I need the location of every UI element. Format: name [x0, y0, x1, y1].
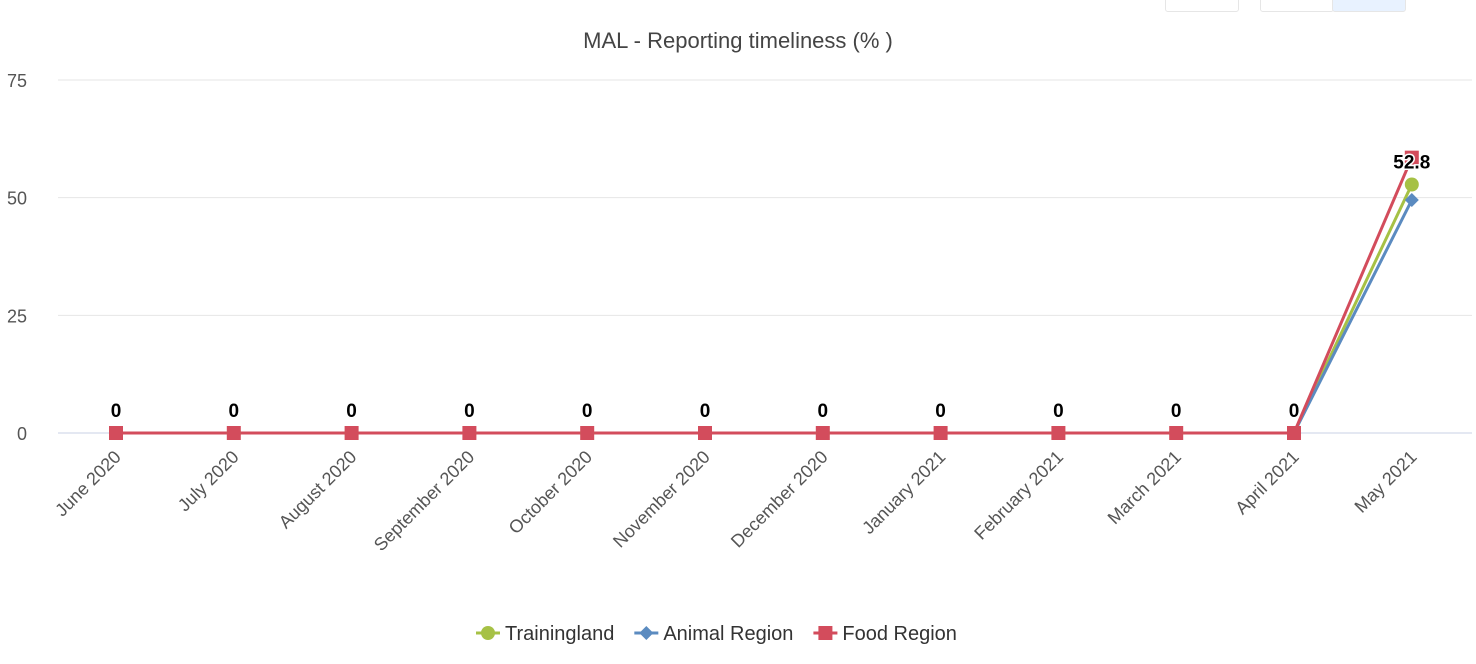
y-tick-label: 50	[7, 189, 27, 209]
data-point[interactable]	[344, 426, 359, 440]
legend: Trainingland Animal Region Food Region	[476, 623, 957, 645]
grid-lines	[58, 79, 1472, 434]
data-point[interactable]	[462, 426, 477, 440]
data-point[interactable]	[1404, 150, 1419, 165]
x-tick-label: April 2021	[1231, 447, 1302, 518]
legend-label: Animal Region	[663, 623, 793, 645]
x-tick-label: October 2020	[505, 447, 596, 538]
data-label: 0	[818, 401, 829, 422]
x-tick-label: September 2020	[370, 447, 478, 555]
toolbar-button-active[interactable]	[1332, 0, 1406, 12]
x-tick-label: December 2020	[727, 447, 832, 552]
x-tick-label: November 2020	[609, 447, 714, 552]
data-point[interactable]	[109, 426, 123, 440]
data-label: 0	[582, 401, 593, 422]
legend-item[interactable]: Food Region	[813, 623, 957, 645]
data-point[interactable]	[226, 426, 241, 440]
data-point[interactable]	[933, 426, 948, 440]
x-tick-label: March 2021	[1104, 447, 1185, 528]
data-point[interactable]	[580, 426, 595, 440]
series-line	[116, 199, 1414, 435]
data-point[interactable]	[698, 426, 712, 440]
x-tick-label: May 2021	[1351, 447, 1421, 517]
data-point[interactable]	[1404, 193, 1419, 208]
data-label: 0	[1289, 401, 1300, 422]
data-label: 0	[935, 401, 946, 422]
x-tick-label: January 2021	[858, 447, 949, 538]
legend-item[interactable]: Animal Region	[634, 623, 793, 645]
series-group	[109, 150, 1419, 440]
toolbar-button[interactable]	[1260, 0, 1334, 12]
toolbar-button[interactable]	[1165, 0, 1239, 12]
data-label: 52.8	[1393, 152, 1430, 173]
chart-title: MAL - Reporting timeliness (% )	[583, 28, 893, 53]
x-tick-label: June 2020	[51, 447, 125, 521]
data-labels: 0 0 0 0 0 0 0 0 0 0 0 52.8	[109, 151, 1432, 424]
data-label: 0	[1053, 401, 1064, 422]
data-label: 0	[1171, 401, 1182, 422]
data-point[interactable]	[1404, 177, 1419, 192]
series-line	[116, 157, 1414, 435]
legend-symbol	[481, 626, 495, 640]
data-label: 0	[229, 401, 240, 422]
legend-label: Food Region	[842, 623, 957, 645]
y-tick-label: 75	[7, 71, 27, 91]
x-tick-label: February 2021	[970, 447, 1067, 544]
y-axis: 0 25 50 75	[7, 71, 27, 444]
data-point[interactable]	[1287, 426, 1301, 440]
data-point[interactable]	[1169, 426, 1184, 440]
y-tick-label: 0	[17, 424, 27, 444]
x-axis: June 2020 July 2020 August 2020 September 2…	[51, 447, 1420, 555]
legend-item[interactable]: Trainingland	[476, 623, 614, 645]
x-tick-label: August 2020	[275, 447, 361, 533]
series-line	[116, 183, 1414, 435]
y-tick-label: 25	[7, 306, 27, 326]
chart-toolbar	[1156, 0, 1476, 12]
legend-symbol	[818, 626, 833, 640]
data-label: 0	[700, 401, 711, 422]
data-label: 0	[111, 401, 122, 422]
legend-label: Trainingland	[505, 623, 614, 645]
data-label: 0	[464, 401, 475, 422]
data-label: 0	[346, 401, 357, 422]
data-point[interactable]	[815, 426, 830, 440]
data-point[interactable]	[1051, 426, 1066, 440]
legend-symbol	[639, 626, 654, 640]
x-tick-label: July 2020	[174, 447, 243, 516]
